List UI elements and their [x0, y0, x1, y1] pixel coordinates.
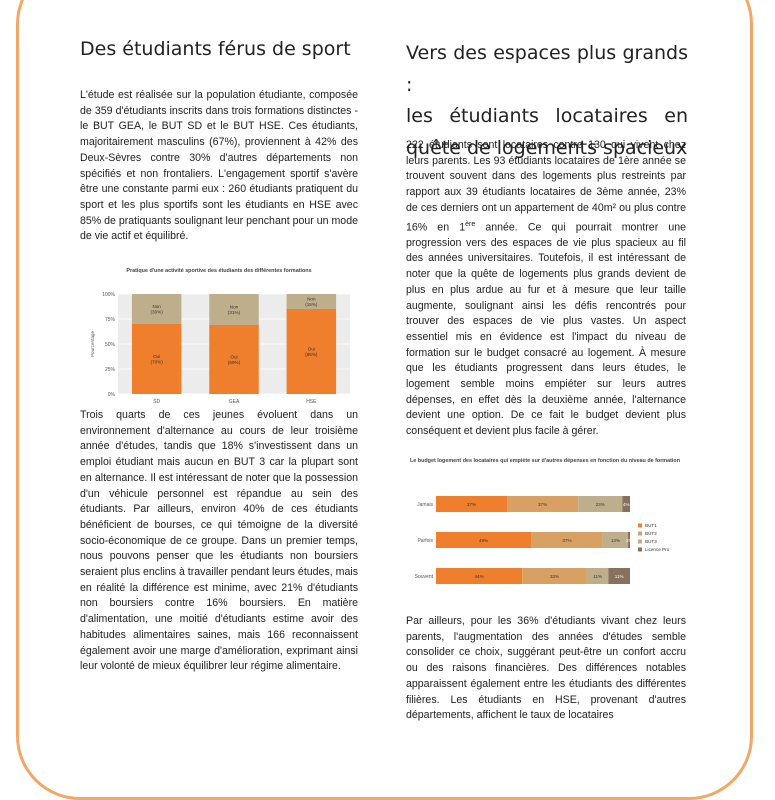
bar-value-label: 11% [615, 574, 624, 579]
legend-label: BUT3 [645, 539, 657, 544]
right-paragraph-1-part-b: année. Ce qui pourrait montrer une progr… [406, 221, 687, 438]
right-title-line-1: Vers des espaces plus grands : [406, 42, 688, 96]
bar-value-label: 11% [593, 574, 602, 579]
superscript-ere: ère [465, 220, 476, 228]
legend-swatch [638, 523, 642, 528]
y-axis-label: Pourcentage [90, 331, 95, 357]
bar-value-label: 37% [538, 502, 547, 507]
legend-label: Licence Pro [645, 547, 670, 552]
bar-value-label: 1% [626, 538, 633, 543]
bar-value-label: Oui [153, 354, 160, 359]
left-title: Des étudiants férus de sport [80, 38, 351, 60]
bar-value-label: (85%) [305, 352, 318, 357]
bar-value-label: Oui [308, 347, 315, 352]
sport-chart-title: Pratique d'une activité sportive des étu… [126, 268, 312, 274]
y-tick-label: 75% [105, 317, 116, 323]
bar-licence-pro [622, 496, 630, 512]
bar-value-label: (70%) [151, 360, 164, 365]
legend-swatch [638, 547, 642, 552]
bar-value-label: 13% [611, 538, 620, 543]
x-tick-label: GEA [229, 399, 240, 405]
bar-value-label: Non [152, 304, 161, 309]
left-paragraph-2: Trois quarts de ces jeunes évoluent dans… [80, 409, 358, 673]
bar-but3 [602, 532, 629, 548]
sport-chart-svg: 0%25%50%75%100%Pourcentage Oui(70%)Non(30… [90, 292, 350, 405]
bar-value-label: 37% [562, 538, 571, 543]
bar-value-label: 23% [596, 502, 605, 507]
bar-licence-pro [608, 568, 630, 584]
bar-but2 [531, 532, 603, 548]
legend-swatch [638, 531, 642, 536]
budget-chart: Le budget logement des locataires qui em… [400, 458, 690, 588]
bar-but3 [586, 568, 609, 584]
left-paragraph-1: L'étude est réalisée sur la population é… [80, 89, 358, 243]
y-tick-label: 50% [105, 342, 116, 348]
right-paragraph-2: Par ailleurs, pour les 36% d'étudiants v… [406, 615, 686, 722]
category-label: Jamais [417, 502, 433, 508]
bar-oui [209, 325, 259, 394]
right-paragraph-1: 222 étudiants sont locataires contre 130… [406, 138, 686, 440]
bar-licence-pro [628, 532, 630, 548]
budget-chart-title: Le budget logement des locataires qui em… [410, 458, 680, 464]
right-title-line-3: quête de logements spacieux [406, 136, 688, 159]
legend-label: BUT1 [645, 523, 657, 528]
x-tick-label: HSE [306, 399, 317, 405]
right-title: Vers des espaces plus grands : les étudi… [406, 38, 688, 164]
category-label: Souvent [415, 574, 434, 580]
bar-value-label: (69%) [228, 360, 241, 365]
bar-but1 [436, 532, 532, 548]
bar-value-label: 33% [550, 574, 559, 579]
legend-label: BUT2 [645, 531, 657, 536]
bar-oui [286, 309, 337, 394]
category-label: Parfois [417, 538, 433, 544]
bar-non [286, 294, 337, 309]
bar-but2 [522, 568, 587, 584]
bar-non [209, 294, 259, 325]
bar-but2 [507, 496, 579, 512]
bar-but1 [436, 568, 523, 584]
bar-value-label: 4% [623, 502, 630, 507]
bar-value-label: 49% [479, 538, 488, 543]
right-title-line-2: les étudiants locataires en [406, 105, 688, 127]
sport-chart: Pratique d'une activité sportive des étu… [80, 268, 358, 410]
bar-non [131, 294, 182, 324]
bar-value-label: Oui [230, 355, 237, 360]
budget-chart-svg: Jamais 37% 37% 23% 4% Parfois 49% 37% 13% 1% Souve… [415, 496, 670, 584]
bar-but3 [578, 496, 623, 512]
y-tick-label: 0% [108, 392, 116, 398]
bar-value-label: Non [307, 297, 316, 302]
y-tick-label: 25% [105, 367, 116, 373]
bar-value-label: (30%) [151, 310, 164, 315]
bar-but1 [436, 496, 508, 512]
y-tick-label: 100% [102, 292, 115, 298]
bar-oui [131, 324, 182, 394]
bar-value-label: Non [230, 305, 239, 310]
bar-value-label: (15%) [305, 302, 318, 307]
x-tick-label: SD [153, 399, 160, 405]
legend-swatch [638, 539, 642, 544]
bar-value-label: 44% [475, 574, 484, 579]
bar-value-label: (31%) [228, 310, 241, 315]
bar-value-label: 37% [467, 502, 476, 507]
right-paragraph-1-part-a: 222 étudiants sont locataires contre 130… [406, 139, 686, 234]
